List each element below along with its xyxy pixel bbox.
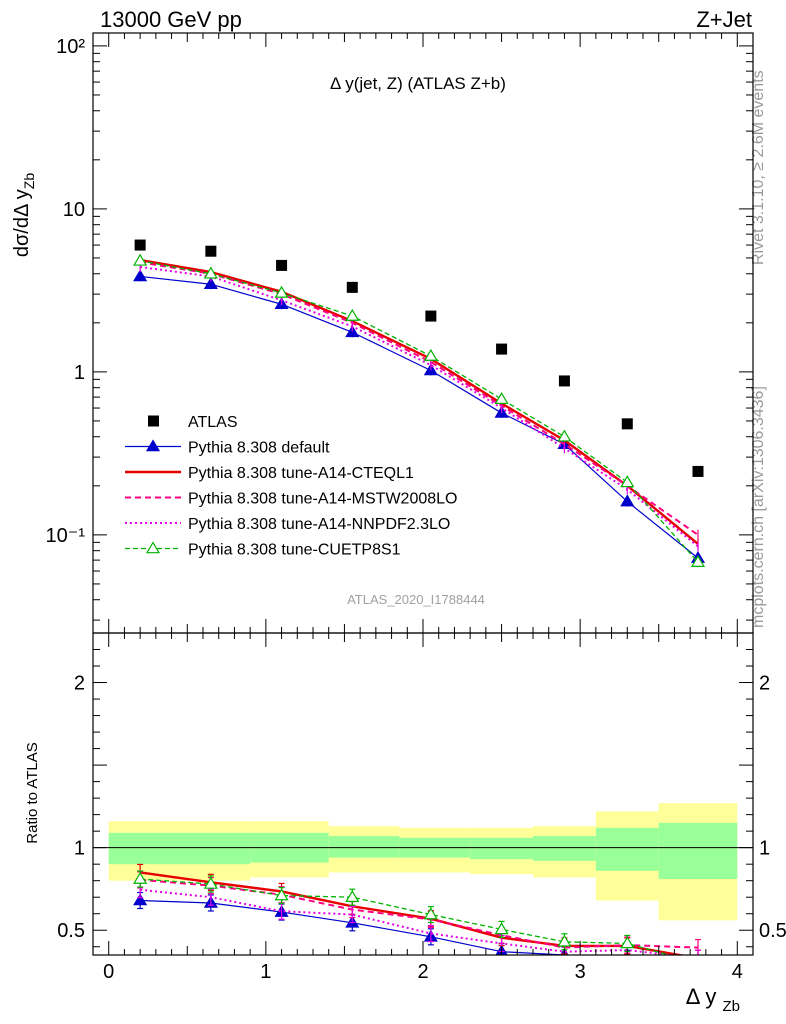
bottom-panel-frame — [92, 632, 754, 956]
bottom-ylabel: Ratio to ATLAS — [24, 742, 41, 843]
legend-label: Pythia 8.308 tune-A14-NNPDF2.3LO — [188, 516, 450, 533]
ratio-tick-label: 1 — [74, 838, 85, 860]
ratio-tick-label-right: 0.5 — [759, 920, 786, 942]
series-point — [274, 285, 289, 298]
ratio-tick-label: 0.5 — [57, 920, 85, 942]
uncertainty-band-green — [470, 837, 533, 860]
x-tick-label: 2 — [417, 961, 428, 983]
legend-label: Pythia 8.308 default — [188, 440, 330, 457]
series-point — [423, 348, 438, 361]
y-tick-label: 10⁻¹ — [46, 525, 86, 547]
uncertainty-band-green — [328, 836, 400, 858]
atlas-data-point — [276, 259, 288, 271]
ratio-series-line — [140, 899, 576, 955]
top-series-line — [140, 266, 699, 548]
atlas-data-point — [692, 465, 704, 477]
ratio-point — [423, 907, 438, 920]
uncertainty-band-green — [595, 827, 659, 871]
ratio-point — [620, 936, 635, 949]
series-point — [620, 475, 635, 488]
ratio-point — [133, 871, 148, 884]
ratio-point — [692, 957, 704, 967]
legend-marker — [145, 439, 161, 452]
atlas-data-point — [621, 418, 633, 430]
ratio-point — [133, 893, 148, 906]
ratio-point — [557, 934, 572, 947]
atlas-data-point — [134, 239, 146, 251]
x-tick-label: 4 — [732, 961, 743, 983]
series-point — [133, 253, 148, 266]
rivet-version-text: Rivet 3.1.10, ≥ 2.6M events — [750, 70, 767, 265]
mcplots-url-text: mcplots.cern.ch [arXiv:1306.3436] — [750, 386, 767, 628]
y-tick-label: 1 — [74, 362, 85, 384]
x-tick-label: 0 — [103, 961, 114, 983]
ratio-point — [203, 876, 218, 889]
legend-marker-atlas — [148, 415, 159, 427]
header-right: Z+Jet — [696, 7, 752, 32]
y-tick-label: 10² — [56, 36, 85, 58]
series-point — [494, 391, 509, 404]
legend: ATLAS Pythia 8.308 default Pythia 8.308 tu… — [125, 414, 457, 559]
x-axis-label: Δ y Zb — [686, 984, 740, 1015]
ratio-tick-label-right: 2 — [759, 673, 770, 695]
atlas-data-point — [496, 343, 508, 355]
legend-label: Pythia 8.308 tune-A14-CTEQL1 — [188, 465, 414, 482]
ratio-tick-label-right: 1 — [759, 838, 770, 860]
series-point — [345, 308, 360, 321]
atlas-data-point — [425, 310, 437, 322]
ratio-point — [345, 890, 360, 903]
series-point — [620, 494, 635, 507]
uncertainty-band-green — [533, 836, 596, 861]
x-tick-label: 1 — [260, 961, 271, 983]
series-point — [203, 277, 218, 290]
ratio-series-line — [140, 888, 679, 955]
watermark: ATLAS_2020_I1788444 — [347, 592, 485, 607]
series-point — [690, 554, 706, 567]
legend-marker — [145, 541, 161, 554]
atlas-data-point — [558, 375, 570, 387]
ratio-point — [274, 888, 289, 901]
ratio-point — [494, 922, 509, 935]
uncertainty-band-green — [108, 832, 251, 865]
top-title: Δ y(jet, Z) (ATLAS Z+b) — [330, 74, 506, 93]
ratio-tick-label: 2 — [74, 673, 85, 695]
top-ylabel: dσ/dΔ yZb — [11, 173, 37, 258]
ratio-point — [692, 957, 704, 967]
legend-label: Pythia 8.308 tune-A14-MSTW2008LO — [188, 491, 457, 508]
series-point — [557, 429, 572, 442]
y-tick-label: 10 — [63, 199, 85, 221]
x-tick-label: 3 — [575, 961, 586, 983]
atlas-data-point — [205, 245, 217, 257]
atlas-data-point — [346, 281, 358, 293]
series-point — [203, 266, 218, 279]
header-left: 13000 GeV pp — [100, 7, 242, 32]
uncertainty-band-green — [658, 822, 738, 880]
series-point — [133, 269, 148, 282]
legend-label: ATLAS — [188, 414, 238, 431]
legend-label: Pythia 8.308 tune-CUETP8S1 — [188, 542, 401, 559]
